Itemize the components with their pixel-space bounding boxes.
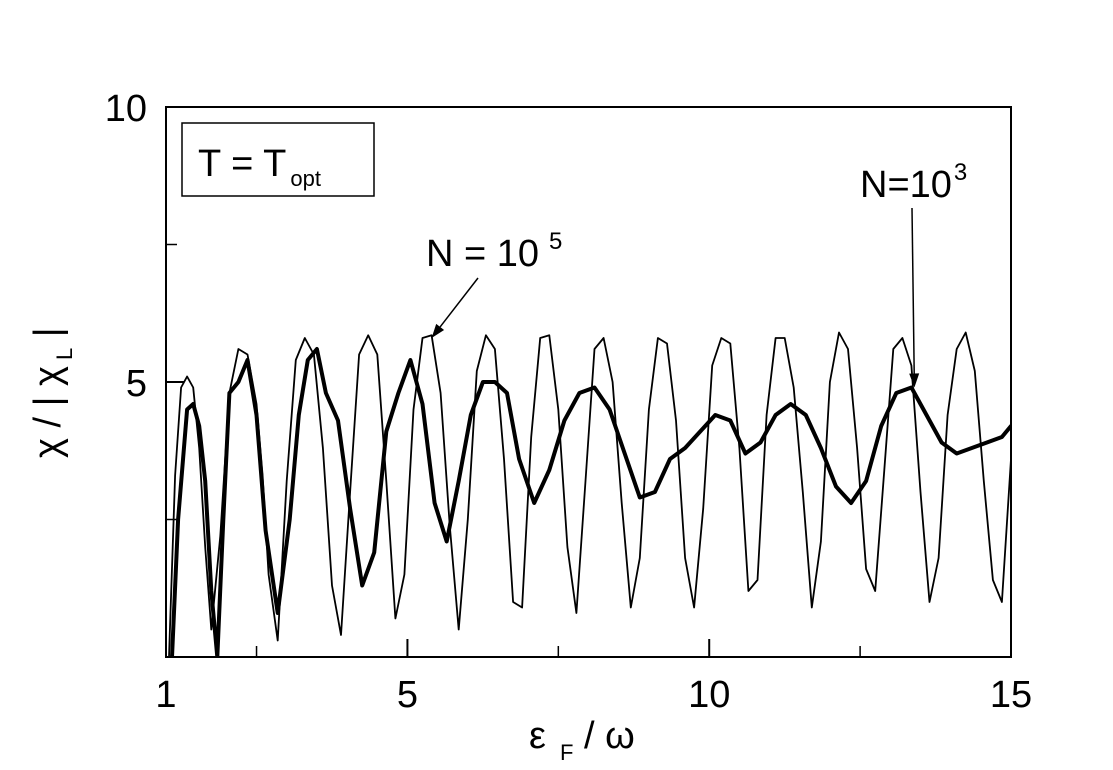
annotation-n-1e3: N=103 (860, 159, 967, 206)
annotation-arrowhead-n-1e5 (431, 323, 445, 338)
y-tick-label: 10 (105, 88, 147, 130)
annotation-arrow-n-1e5 (439, 277, 479, 328)
y-tick-label: 5 (126, 363, 147, 405)
annotation-arrow-n-1e3 (911, 207, 915, 374)
legend-box (181, 122, 375, 197)
series-line-thick (170, 347, 1011, 657)
annotation-n-1e5: N = 10 5 (426, 228, 562, 275)
x-tick-label: 5 (397, 674, 418, 716)
x-tick-label: 15 (990, 674, 1032, 716)
annotation-arrowhead-n-1e3 (909, 373, 920, 388)
x-tick-label: 1 (155, 674, 176, 716)
series-layer (168, 331, 1011, 657)
x-tick-label: 10 (688, 674, 730, 716)
series-line-thin (168, 331, 1011, 657)
y-axis-label: χ / | χL | (27, 327, 77, 458)
